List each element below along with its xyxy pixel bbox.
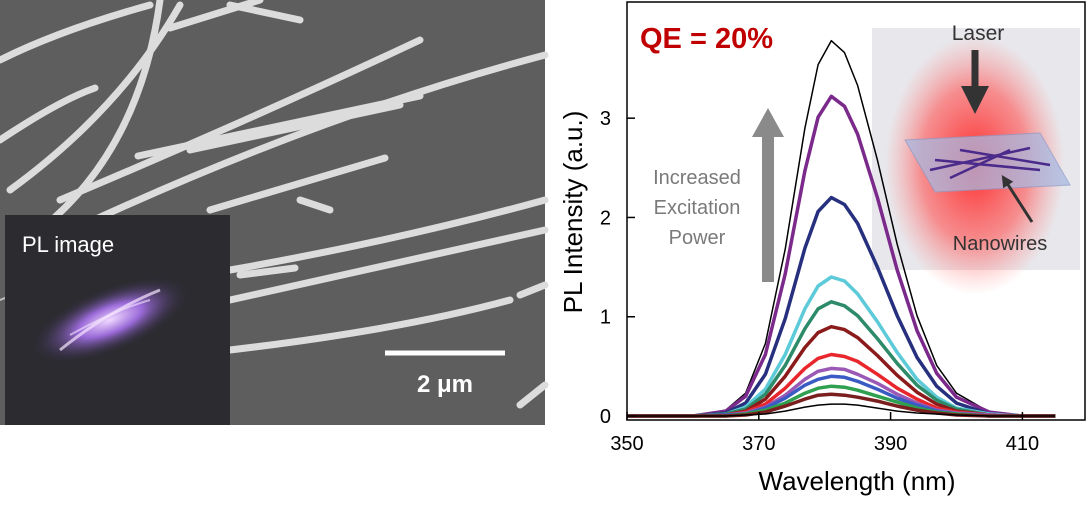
x-axis-label: Wavelength (nm)	[759, 466, 956, 496]
arrow-head	[752, 108, 784, 137]
arrow-text: Increased	[653, 167, 741, 189]
annotation: QE = 20%	[640, 23, 773, 55]
inset-label: PL image	[22, 232, 114, 257]
series-layer	[627, 39, 1056, 418]
x-tick-label: 410	[1006, 433, 1039, 455]
y-tick-label: 3	[600, 108, 611, 130]
x-tick-label: 390	[874, 433, 907, 455]
sem-image: PL image 2 μm	[0, 0, 549, 425]
spectrum-line	[627, 94, 1056, 418]
x-tick-label: 350	[610, 433, 643, 455]
inset-label: Nanowires	[953, 233, 1047, 255]
x-tick-label: 370	[742, 433, 775, 455]
y-axis-label: PL Intensity (a.u.)	[558, 111, 588, 314]
inset-label: Laser	[952, 22, 1005, 45]
scale-bar-label: 2 μm	[417, 371, 473, 398]
y-tick-label: 0	[600, 406, 611, 428]
spectrum-line	[627, 300, 1056, 418]
y-tick-label: 1	[600, 307, 611, 329]
y-tick-label: 2	[600, 207, 611, 229]
plot-frame	[626, 1, 1086, 421]
arrow-text: Power	[669, 227, 726, 249]
spectrum-line	[627, 324, 1056, 418]
laser-inset: Laser Nanowires	[872, 22, 1080, 295]
spectrum-line	[627, 403, 1056, 417]
arrow-text: Excitation	[654, 197, 741, 219]
